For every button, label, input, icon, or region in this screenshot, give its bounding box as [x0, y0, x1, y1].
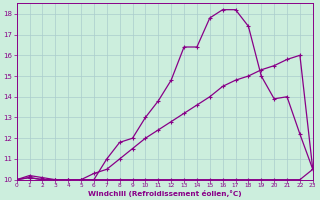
X-axis label: Windchill (Refroidissement éolien,°C): Windchill (Refroidissement éolien,°C): [88, 190, 242, 197]
